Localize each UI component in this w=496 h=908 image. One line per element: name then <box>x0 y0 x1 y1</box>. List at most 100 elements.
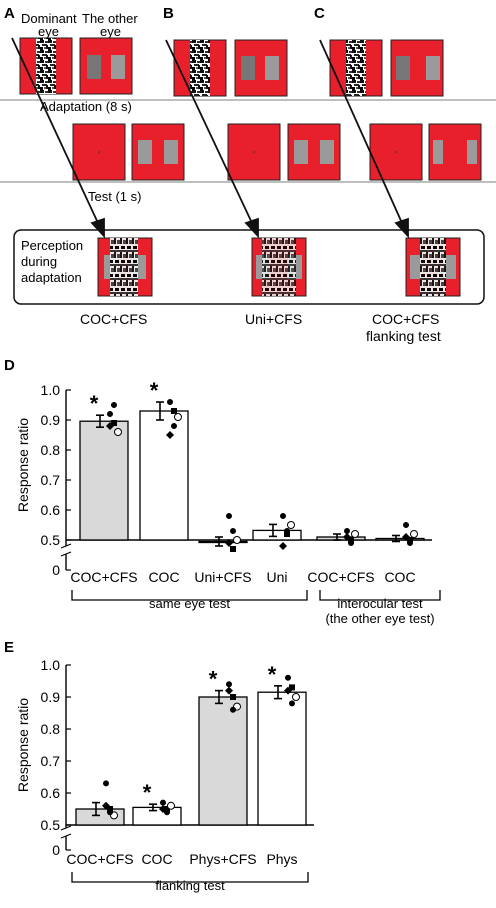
chart-e-ytick-label: 0.7 <box>41 753 61 769</box>
arrows <box>11 37 409 239</box>
stim-b-test <box>287 123 341 181</box>
perception-box <box>13 229 485 305</box>
chart-e-point <box>107 806 113 812</box>
chart-e-ytick-label: 0.6 <box>41 785 61 801</box>
chart-d-point <box>280 513 286 519</box>
dominant-eye-label-line2: eye <box>38 24 59 39</box>
percept-a <box>97 237 153 297</box>
chart-d-point <box>171 408 177 414</box>
chart-d-point <box>166 431 174 439</box>
chart-e-significance-star: * <box>143 780 152 805</box>
chart-e-point <box>160 799 166 806</box>
chart-e-point <box>289 684 295 691</box>
chart-e-axis-break <box>60 825 72 839</box>
condition-label-flanking-line2: flanking test <box>366 328 441 344</box>
chart-e-point <box>230 694 236 700</box>
chart-d-ytick-label: 0.6 <box>41 502 61 518</box>
chart-d-group-bracket <box>319 590 441 601</box>
condition-label-uni-cfs: Uni+CFS <box>245 311 302 327</box>
chart-e-ytick-label: 0.8 <box>41 721 61 737</box>
stim-a-adapt-other <box>79 37 133 95</box>
stim-c-adapt-dominant <box>329 39 383 97</box>
chart-d-point <box>107 411 113 417</box>
chart-d-point <box>111 402 117 408</box>
chart-e-point <box>284 686 292 695</box>
chart-e-point <box>103 780 109 787</box>
chart-e-point <box>167 801 175 810</box>
chart-d-point <box>279 542 287 550</box>
chart-d-point <box>410 530 418 538</box>
chart-e-ytick-label: 1.0 <box>41 657 61 673</box>
chart-d-ytick-label: 0.9 <box>41 412 61 428</box>
chart-d-point <box>174 413 182 421</box>
chart-d-ytick-label: 0 <box>52 562 60 578</box>
chart-d-ytick-label: 1.0 <box>41 382 61 398</box>
chart-d-category-label: Uni+CFS <box>194 569 251 585</box>
dominant-eye-label-line1: Dominant <box>21 11 77 26</box>
chart-d-point <box>343 533 351 541</box>
chart-d-point <box>230 528 236 534</box>
chart-d-bar <box>79 420 129 541</box>
chart-d-point <box>284 528 290 534</box>
chart-e-category-label: COC <box>141 851 172 867</box>
percept-b <box>251 237 307 297</box>
chart-d-ylabel: Response ratio <box>15 418 31 512</box>
chart-d: 0 0.5 0.6 0.7 0.8 0.9 1.0 Response ratio * COC+CF… <box>15 378 441 626</box>
percept-c <box>405 237 461 297</box>
chart-e-point <box>289 700 295 707</box>
stim-c-adapt-other <box>390 39 444 97</box>
chart-d-group-label: same eye test <box>149 596 230 611</box>
chart-d-ytick-label: 0.7 <box>41 472 61 488</box>
chart-e-category-label: Phys <box>266 851 297 867</box>
chart-d-significance-star: * <box>150 378 159 403</box>
chart-e-group-label: flanking test <box>155 878 225 893</box>
chart-d-point <box>287 521 295 529</box>
arrow-c-head <box>394 217 409 239</box>
panel-label-c: C <box>314 5 325 22</box>
chart-e-group-bracket <box>71 872 309 883</box>
chart-d-bar <box>252 529 302 541</box>
chart-e-point <box>292 693 300 701</box>
other-eye-label-line2: eye <box>100 24 121 39</box>
stim-c-test-blank <box>369 123 423 181</box>
chart-d-point <box>171 423 177 429</box>
chart-d-point <box>403 522 409 528</box>
chart-d-point <box>167 399 173 405</box>
panel-label-e: E <box>4 639 14 656</box>
arrow-a <box>11 37 99 224</box>
chart-d-category-label: Uni <box>266 569 287 585</box>
chart-e-bar <box>257 691 307 826</box>
chart-d-bar <box>375 537 425 541</box>
chart-e-bar <box>198 696 248 826</box>
condition-label-flanking-line1: COC+CFS <box>372 311 439 327</box>
arrow-b-head <box>244 217 259 239</box>
chart-e-category-label: COC+CFS <box>66 851 133 867</box>
condition-label-coc-cfs: COC+CFS <box>80 311 147 327</box>
stim-a-adapt-dominant <box>19 37 73 95</box>
condition-label-flanking: COC+CFS flanking test <box>366 311 441 344</box>
panel-label-b: B <box>163 5 174 22</box>
perception-label-line2: during <box>21 254 57 269</box>
chart-d-category-label: COC+CFS <box>307 569 374 585</box>
chart-e-category-label: Phys+CFS <box>189 851 256 867</box>
chart-e-point <box>102 801 110 810</box>
chart-e-ylabel: Response ratio <box>15 698 31 792</box>
stim-b-adapt-dominant <box>173 39 227 97</box>
perception-label-line1: Perception <box>21 238 83 253</box>
chart-d-point <box>226 513 232 519</box>
test-label: Test (1 s) <box>88 189 141 204</box>
chart-d-bar <box>139 410 189 541</box>
chart-d-category-label: COC+CFS <box>70 569 137 585</box>
chart-d-point <box>348 540 354 546</box>
perception-label-line3: adaptation <box>21 270 82 285</box>
chart-d-point <box>225 539 233 547</box>
arrow-a-head <box>90 217 105 239</box>
stim-c-test <box>428 123 482 181</box>
chart-e-ytick-label: 0.9 <box>41 689 61 705</box>
chart-d-point <box>344 528 350 534</box>
chart-e-significance-star: * <box>268 662 277 687</box>
chart-e-point <box>225 686 233 695</box>
chart-d-point <box>407 540 413 546</box>
chart-e: 0 0.5 0.6 0.7 0.8 0.9 1.0 Response ratio COC+CFS… <box>15 657 314 893</box>
chart-e-point <box>226 681 232 688</box>
